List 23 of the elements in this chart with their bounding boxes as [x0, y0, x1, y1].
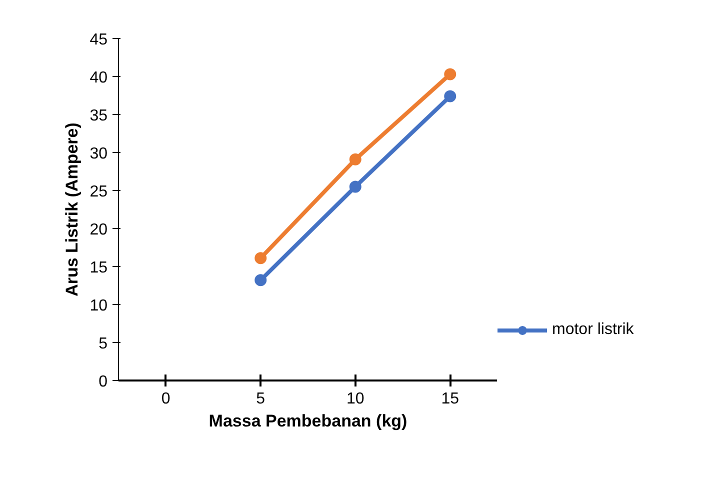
y-tick-label: 25 [90, 184, 108, 200]
y-tick-label: 10 [90, 298, 108, 314]
y-tick-label: 0 [98, 374, 108, 390]
point [444, 68, 456, 80]
point [349, 153, 362, 166]
y-tick-label: 40 [90, 70, 108, 86]
legend-label: motor listrik [552, 321, 634, 339]
x-tick-label: 10 [346, 390, 364, 408]
x-axis-title: Massa Pembebanan (kg) [208, 412, 408, 430]
point [444, 90, 456, 102]
y-axis-title: Arus Listrik (Ampere) [62, 122, 82, 296]
x-tick-label: 5 [256, 390, 266, 408]
point [254, 274, 267, 286]
point [254, 252, 267, 264]
x-tick-label: 15 [441, 390, 460, 408]
point [349, 180, 362, 193]
y-tick-label: 35 [90, 108, 108, 124]
y-tick-label: 45 [90, 32, 108, 48]
y-tick-label: 15 [90, 260, 108, 276]
y-tick-label: 30 [90, 146, 108, 162]
x-tick-label: 0 [161, 390, 170, 408]
y-tick-label: 20 [90, 222, 108, 238]
y-tick-label: 5 [98, 336, 108, 352]
